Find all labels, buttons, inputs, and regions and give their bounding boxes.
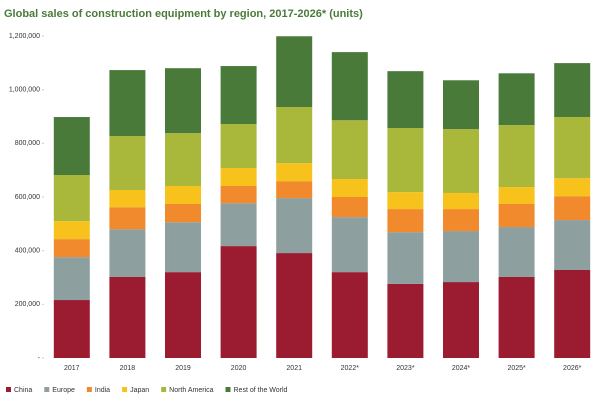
legend-swatch <box>6 387 11 392</box>
legend-swatch <box>44 387 50 392</box>
bar-segment <box>109 229 146 277</box>
bar-segment <box>53 257 90 301</box>
bar-segment <box>109 190 146 208</box>
legend-swatch <box>225 387 231 392</box>
bar-segment <box>220 124 257 169</box>
bar-segment <box>165 185 201 204</box>
bar-segment <box>443 282 479 358</box>
bar-segment <box>387 232 424 284</box>
bar-segment <box>443 209 479 232</box>
legend-label: India <box>95 387 110 394</box>
legend-label: China <box>14 387 32 394</box>
bar-segment <box>498 227 535 277</box>
bar-segment <box>554 63 591 118</box>
legend-swatch <box>86 387 92 392</box>
bar-segment <box>276 198 313 254</box>
bar-segment <box>53 239 90 258</box>
bar-segment <box>498 187 535 204</box>
bar-segment <box>109 70 146 137</box>
bar-segment <box>498 203 535 228</box>
x-tick-label: 2021 <box>286 365 302 372</box>
bar-segment <box>331 217 368 273</box>
bar-segment <box>276 253 313 358</box>
bar-segment <box>53 300 90 358</box>
bar-segment <box>387 192 424 210</box>
bar-segment <box>554 220 591 270</box>
bar-segment <box>554 269 591 358</box>
x-tick-label: 2019 <box>175 365 191 372</box>
bar-segment <box>331 197 368 218</box>
bar-segment <box>331 179 368 197</box>
legend-swatch <box>161 387 167 392</box>
legend-label: Europe <box>52 387 75 394</box>
bar-segment <box>109 276 146 358</box>
bar-segment <box>109 207 146 230</box>
bar-segment <box>165 203 201 223</box>
y-tick-label: 1,000,000 <box>9 87 40 94</box>
bar-segment <box>220 203 257 247</box>
bar-segment <box>276 163 313 182</box>
chart-title: Global sales of construction equipment b… <box>4 8 363 20</box>
bar-segment <box>220 168 257 186</box>
bar-segment <box>387 209 424 233</box>
y-tick-label: 1,200,000 <box>9 33 40 40</box>
bar-segment <box>165 133 201 186</box>
bar-segment <box>498 125 535 188</box>
y-tick-label: 400,000 <box>15 248 40 255</box>
legend-label: North America <box>169 387 213 394</box>
bar-segment <box>554 178 591 197</box>
bar-segment <box>165 222 201 273</box>
x-tick-label: 2026* <box>563 365 582 372</box>
x-tick-label: 2024* <box>452 365 471 372</box>
x-tick-label: 2020 <box>231 365 247 372</box>
bar-segment <box>498 73 535 126</box>
bar-segment <box>276 107 313 164</box>
bar-segment <box>331 120 368 180</box>
bar-segment <box>331 272 368 358</box>
bar-segment <box>276 181 313 199</box>
bar-segment <box>165 272 201 358</box>
bar-segment <box>220 246 257 358</box>
bar-segment <box>53 221 90 240</box>
legend-label: Japan <box>130 387 149 394</box>
bar-segment <box>53 117 90 175</box>
bar-segment <box>387 128 424 193</box>
x-tick-label: 2017 <box>64 365 80 372</box>
bar-segment <box>331 52 368 121</box>
bar-segment <box>220 185 257 204</box>
bar-segment <box>498 276 535 358</box>
y-tick-label: 800,000 <box>15 140 40 147</box>
bar-segment <box>387 71 424 129</box>
bar-segment <box>387 283 424 358</box>
x-tick-label: 2022* <box>341 365 360 372</box>
bar-segment <box>109 136 146 191</box>
bar-segment <box>53 174 90 222</box>
bar-segment <box>554 196 591 221</box>
bar-segment <box>276 36 313 108</box>
bar-segment <box>165 68 201 134</box>
bar-segment <box>443 231 479 283</box>
bar-segment <box>443 129 479 193</box>
bar-segment <box>554 117 591 179</box>
x-tick-label: 2025* <box>507 365 526 372</box>
bar-segment <box>443 80 479 130</box>
bar-segment <box>443 192 479 210</box>
y-tick-label: - <box>38 355 41 362</box>
y-tick-label: 600,000 <box>15 194 40 201</box>
legend-label: Rest of the World <box>234 387 288 394</box>
bar-segment <box>220 66 257 125</box>
x-tick-label: 2023* <box>396 365 415 372</box>
y-tick-label: 200,000 <box>15 301 40 308</box>
legend-swatch <box>122 387 128 392</box>
x-tick-label: 2018 <box>120 365 136 372</box>
